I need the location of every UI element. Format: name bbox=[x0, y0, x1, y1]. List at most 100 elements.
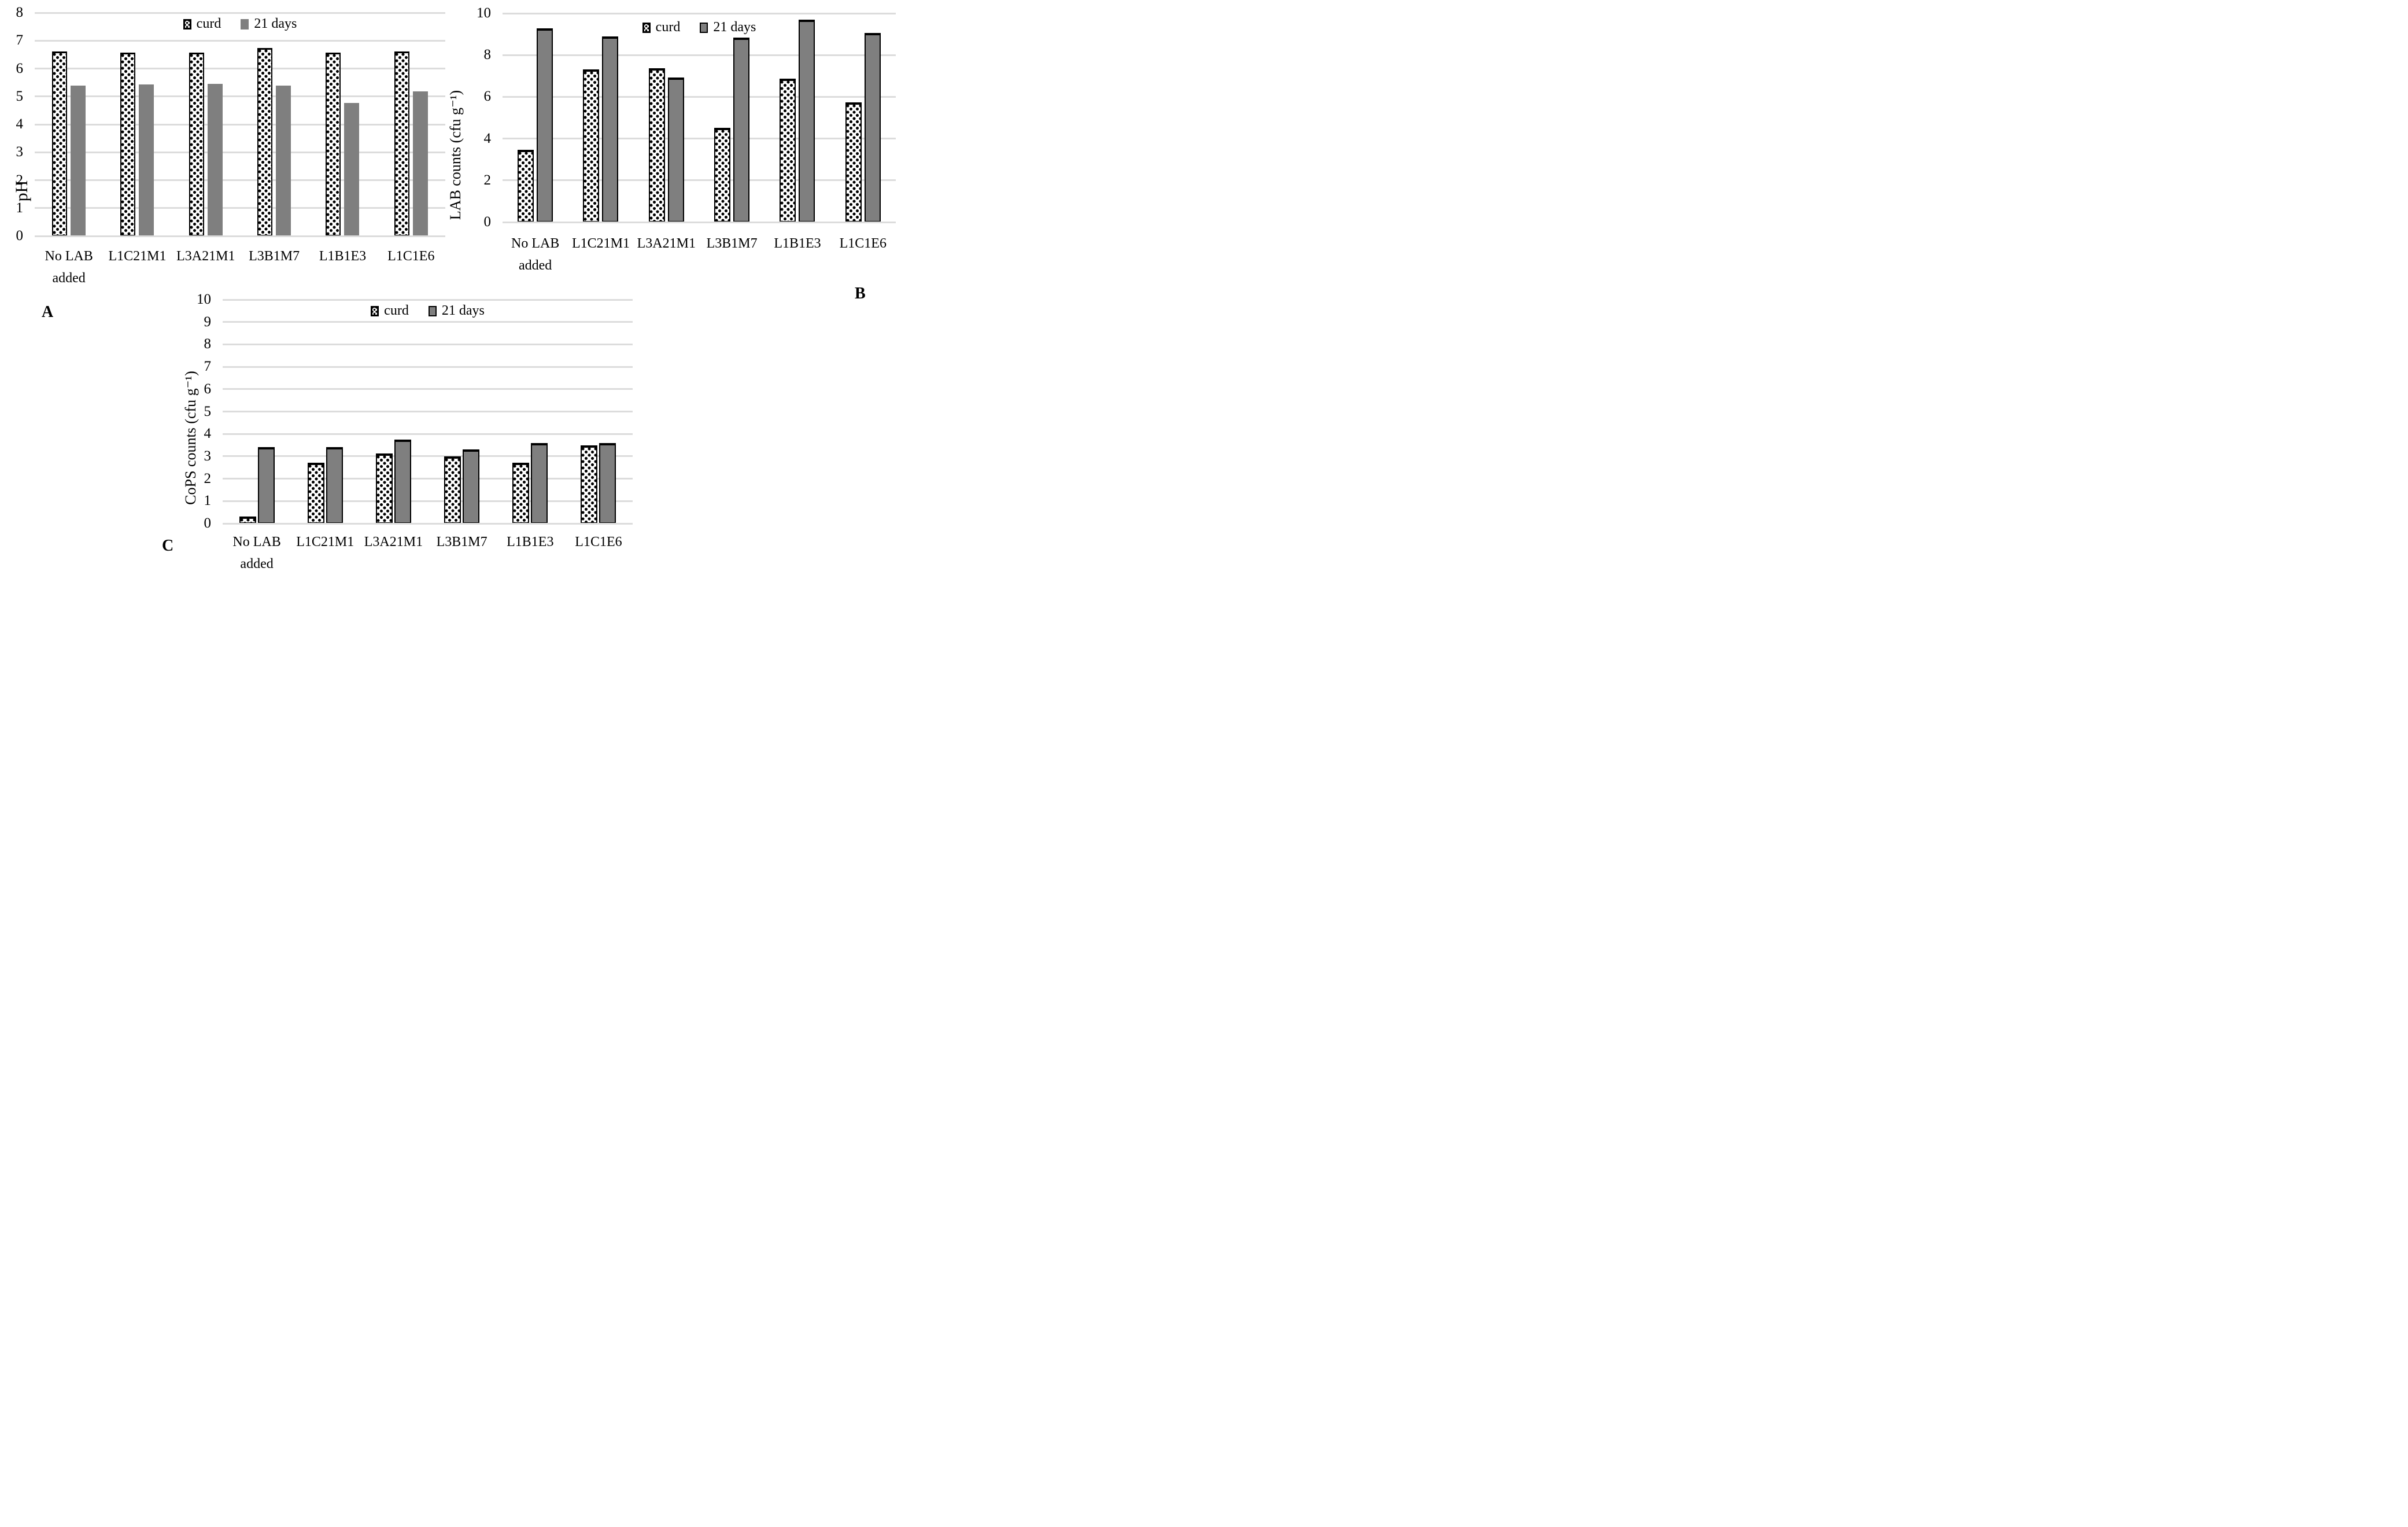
bar-group bbox=[699, 38, 764, 222]
legend-item-21days: 21 days bbox=[700, 20, 756, 35]
x-category-label: L1C21M1 bbox=[108, 249, 167, 264]
bar-group bbox=[223, 447, 291, 523]
bar-group bbox=[764, 19, 830, 222]
legend-label-curd: curd bbox=[384, 303, 409, 318]
gridline bbox=[223, 343, 633, 345]
bar-curd bbox=[780, 78, 796, 222]
bar-group bbox=[564, 442, 633, 523]
x-category-label: L1C21M1 bbox=[296, 534, 354, 549]
bar-curd bbox=[375, 453, 393, 523]
x-category-label: L1B1E3 bbox=[319, 249, 367, 264]
x-category-label: L3B1M7 bbox=[436, 534, 487, 549]
y-tick-label: 4 bbox=[483, 130, 492, 146]
y-tick-label: 2 bbox=[204, 470, 212, 486]
y-axis-ticks: 0 1 2 3 4 5 6 7 8 9 10 bbox=[188, 292, 217, 531]
legend-item-21days: 21 days bbox=[428, 303, 485, 319]
x-category-label: L3A21M1 bbox=[364, 534, 423, 549]
gridline bbox=[35, 235, 445, 237]
gridline bbox=[503, 179, 896, 182]
bar-21days bbox=[537, 28, 553, 222]
bar-21days bbox=[667, 77, 684, 222]
gridline bbox=[35, 95, 445, 98]
panel-letter-c: C bbox=[162, 537, 174, 555]
bar-group bbox=[568, 36, 633, 222]
gridline bbox=[503, 138, 896, 140]
bar-21days bbox=[326, 447, 343, 523]
legend-label-21days: 21 days bbox=[713, 20, 756, 35]
gridline bbox=[35, 207, 445, 209]
bar-group bbox=[377, 51, 445, 236]
x-axis-labels: No LAB added L1C21M1 L3A21M1 L3B1M7 L1B1E3 L1… bbox=[503, 233, 896, 276]
gridline bbox=[223, 298, 633, 301]
x-axis-labels: No LAB added L1C21M1 L3A21M1 L3B1M7 L1B1E3 L1… bbox=[35, 245, 445, 289]
bar-group bbox=[308, 52, 376, 236]
x-category-label: No LAB added bbox=[232, 534, 281, 571]
gridline bbox=[503, 95, 896, 98]
gridline bbox=[503, 54, 896, 56]
legend-item-curd: curd bbox=[642, 20, 680, 35]
bar-curd bbox=[518, 149, 534, 222]
gridline bbox=[223, 478, 633, 480]
y-tick-label: 8 bbox=[204, 336, 212, 352]
gridline bbox=[35, 179, 445, 181]
y-tick-label: 5 bbox=[16, 88, 24, 104]
curd-swatch-icon bbox=[183, 19, 191, 29]
gridline bbox=[35, 123, 445, 126]
bar-curd bbox=[394, 51, 409, 236]
21days-swatch-icon bbox=[241, 19, 249, 29]
y-tick-label: 9 bbox=[204, 313, 212, 330]
bar-21days bbox=[276, 86, 291, 236]
plot-area bbox=[35, 12, 445, 237]
legend-item-curd: curd bbox=[371, 303, 409, 319]
bar-21days bbox=[207, 83, 223, 236]
gridline bbox=[223, 411, 633, 412]
bars-layer bbox=[503, 13, 896, 222]
bar-group bbox=[103, 53, 171, 236]
gridline bbox=[223, 522, 633, 525]
bar-21days bbox=[412, 91, 428, 236]
x-axis-labels: No LAB added L1C21M1 L3A21M1 L3B1M7 L1B1E3 L1… bbox=[223, 531, 633, 573]
bar-curd bbox=[120, 53, 136, 236]
y-tick-label: 0 bbox=[204, 515, 212, 531]
gridline bbox=[223, 388, 633, 390]
y-tick-label: 6 bbox=[483, 88, 492, 105]
bar-group bbox=[240, 48, 308, 236]
gridline bbox=[35, 39, 445, 42]
legend: curd 21 days bbox=[503, 20, 896, 35]
bar-curd bbox=[257, 48, 273, 236]
y-axis-ticks: 0 2 4 6 8 10 bbox=[468, 5, 497, 230]
bar-21days bbox=[71, 86, 86, 236]
bar-group bbox=[172, 53, 240, 236]
gridline bbox=[35, 68, 445, 69]
bar-group bbox=[359, 440, 427, 523]
gridline bbox=[503, 12, 896, 14]
x-category-label: L3B1M7 bbox=[706, 236, 758, 251]
y-tick-label: 6 bbox=[16, 60, 24, 76]
y-tick-label: 1 bbox=[204, 493, 212, 509]
gridline bbox=[503, 221, 896, 223]
bar-21days bbox=[799, 19, 815, 222]
bar-curd bbox=[52, 51, 68, 236]
legend: curd 21 days bbox=[35, 16, 445, 32]
y-tick-label: 4 bbox=[204, 426, 212, 442]
bar-21days bbox=[599, 442, 616, 523]
gridline bbox=[35, 151, 445, 153]
legend-item-21days: 21 days bbox=[241, 16, 297, 32]
bars-layer bbox=[35, 13, 445, 236]
bar-group bbox=[291, 447, 359, 523]
bar-group bbox=[634, 68, 699, 222]
bar-21days bbox=[139, 84, 154, 236]
y-tick-label: 2 bbox=[16, 172, 24, 188]
chart-panel-c: CoPS counts (cfu g⁻¹) 0 1 2 3 4 5 6 7 8 9 10 curd … bbox=[0, 0, 902, 573]
gridline bbox=[223, 433, 633, 435]
bar-curd bbox=[512, 462, 530, 523]
x-category-label: L1C1E6 bbox=[839, 236, 887, 251]
bar-21days bbox=[733, 38, 750, 222]
y-tick-label: 3 bbox=[204, 448, 212, 464]
y-tick-label: 7 bbox=[16, 32, 24, 49]
bar-curd bbox=[583, 69, 600, 222]
x-category-label: L3A21M1 bbox=[637, 236, 696, 251]
gridline bbox=[223, 321, 633, 323]
